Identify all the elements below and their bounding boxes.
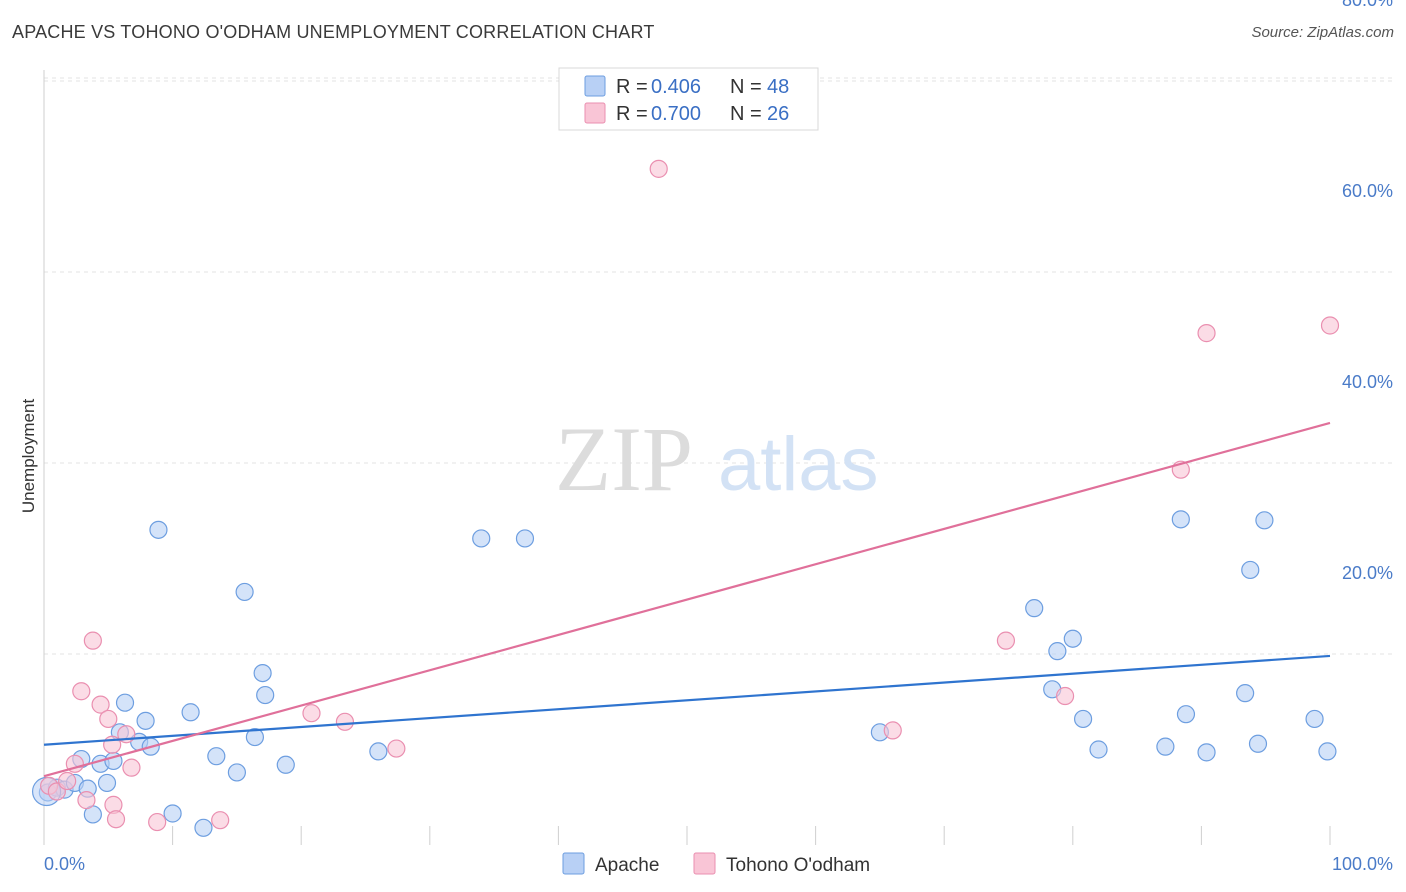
apache-point — [1073, 709, 1093, 729]
apache-point — [1305, 709, 1324, 729]
apache-point — [1156, 737, 1175, 756]
apache-point — [276, 755, 295, 774]
grid-lines — [43, 70, 1392, 845]
series-legend: Apache Tohono O'odham — [562, 852, 870, 876]
apache-point — [1241, 560, 1260, 580]
tohono-point — [649, 159, 668, 178]
apache-point — [1063, 629, 1082, 648]
tohono-point — [148, 812, 167, 832]
apache-r-label: R = — [616, 76, 648, 98]
apache-point — [227, 763, 246, 782]
apache-point — [149, 520, 168, 539]
x-axis-ticks — [172, 826, 1331, 845]
watermark-zip: ZIP — [555, 408, 693, 510]
tohono-n-label: N = — [730, 103, 762, 125]
apache-point — [1025, 599, 1044, 618]
x-tick-label: 0.0% — [44, 854, 85, 874]
y-tick-label: 40.0% — [1342, 372, 1393, 392]
source-label: Source: ZipAtlas.com — [1251, 24, 1394, 41]
apache-series-label: Apache — [595, 855, 659, 876]
apache-point — [163, 804, 182, 823]
tohono-point — [883, 721, 902, 740]
chart-title: APACHE VS TOHONO O'ODHAM UNEMPLOYMENT CO… — [12, 22, 655, 42]
apache-point — [207, 747, 226, 766]
apache-point — [235, 582, 254, 602]
apache-trend-line — [43, 654, 1331, 746]
apache-legend-swatch — [584, 75, 606, 97]
tohono-point — [211, 811, 230, 830]
tohono-legend-swatch — [584, 102, 606, 124]
tohono-point — [122, 758, 141, 777]
apache-point — [245, 727, 265, 747]
tohono-n-value: 26 — [767, 103, 789, 125]
tohono-point — [106, 810, 126, 829]
tohono-point — [72, 682, 91, 701]
apache-point — [194, 818, 213, 837]
apache-n-label: N = — [730, 76, 762, 98]
tohono-point — [302, 704, 321, 723]
apache-series-swatch — [562, 852, 585, 875]
apache-point — [256, 685, 275, 705]
apache-point — [136, 711, 155, 730]
tohono-series-label: Tohono O'odham — [726, 855, 870, 876]
tohono-point — [83, 631, 102, 650]
apache-point — [1176, 705, 1196, 724]
apache-point — [369, 742, 388, 761]
apache-point — [1171, 510, 1190, 529]
y-axis-title: Unemployment — [19, 399, 38, 514]
y-tick-label: 80.0% — [1342, 0, 1393, 10]
apache-point — [1197, 743, 1216, 762]
tohono-point — [1055, 686, 1075, 706]
tohono-series-swatch — [693, 852, 716, 875]
apache-point — [1318, 742, 1337, 761]
tohono-r-label: R = — [616, 103, 648, 125]
apache-point — [1236, 684, 1255, 703]
apache-r-value: 0.406 — [651, 76, 701, 98]
y-tick-label: 60.0% — [1342, 181, 1393, 201]
x-axis-tick-labels: 0.0% 100.0% — [44, 854, 1393, 874]
tohono-trend-line — [43, 421, 1331, 778]
apache-point — [515, 529, 535, 548]
stats-legend: R = 0.406 N = 48 R = 0.700 N = 26 — [558, 67, 819, 131]
apache-point — [1048, 642, 1067, 661]
tohono-point — [1197, 324, 1216, 343]
watermark-atlas: atlas — [718, 422, 879, 507]
apache-point — [97, 773, 117, 793]
apache-point — [1255, 511, 1274, 530]
y-axis-tick-labels: 20.0% 40.0% 60.0% 80.0% — [1342, 0, 1393, 583]
tohono-point — [91, 695, 110, 714]
apache-point — [1089, 740, 1108, 759]
apache-point — [115, 693, 135, 712]
y-tick-label: 20.0% — [1342, 563, 1393, 583]
apache-n-value: 48 — [767, 76, 789, 98]
tohono-point — [387, 739, 406, 758]
apache-points — [31, 510, 1337, 837]
apache-point — [1248, 734, 1268, 753]
tohono-point — [99, 709, 118, 729]
x-tick-label: 100.0% — [1332, 854, 1393, 874]
tohono-point — [77, 791, 96, 810]
tohono-r-value: 0.700 — [651, 103, 701, 125]
tohono-point — [996, 631, 1016, 650]
trend-lines — [43, 421, 1331, 778]
tohono-point — [335, 712, 355, 731]
tohono-point — [1320, 316, 1340, 335]
apache-point — [472, 529, 491, 548]
tohono-point — [58, 771, 77, 791]
apache-point — [253, 663, 272, 683]
apache-point — [181, 703, 200, 722]
